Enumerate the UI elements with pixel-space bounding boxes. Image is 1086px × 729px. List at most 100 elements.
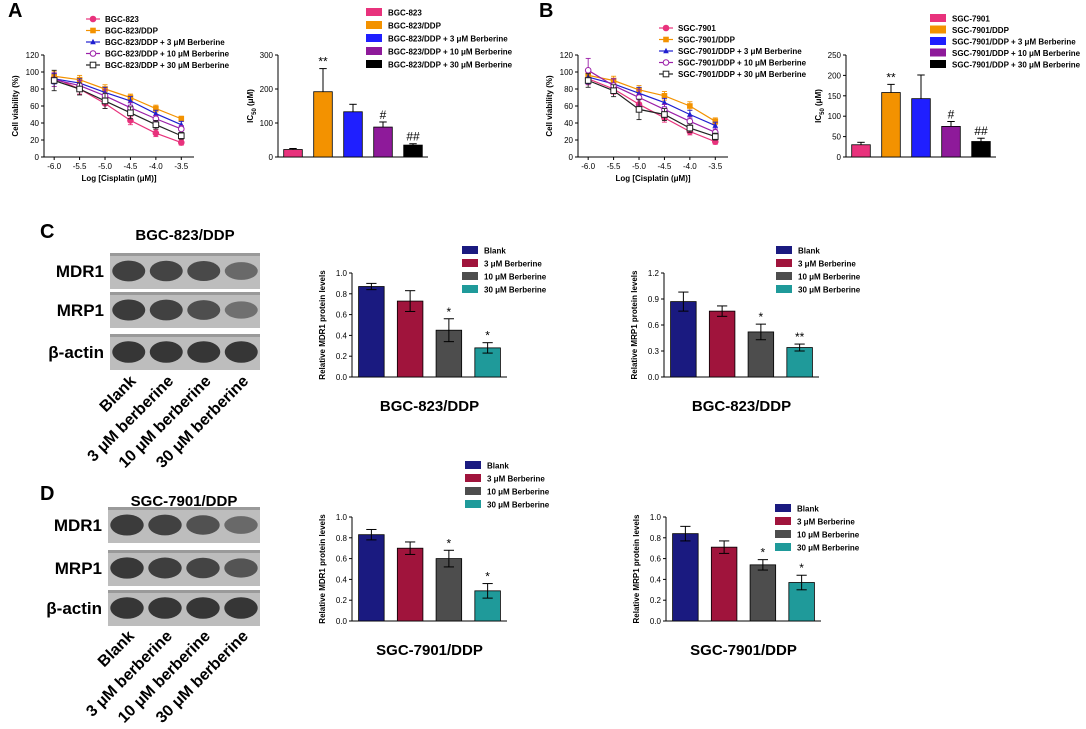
bar <box>708 310 736 378</box>
legend-swatch <box>775 504 791 512</box>
legend-label: SGC-7901 <box>952 15 990 24</box>
y-axis-label-sub: 50 <box>252 108 258 115</box>
series <box>50 69 185 140</box>
legend-label: SGC-7901/DDP + 30 μM Berberine <box>678 70 807 79</box>
legend-label: SGC-7901 <box>678 24 716 33</box>
y-tick-label: 0.4 <box>336 575 348 584</box>
legend-label: 10 μM Berberine <box>487 488 550 497</box>
data-point <box>90 27 96 34</box>
y-tick-label: 0.9 <box>648 295 660 304</box>
x-axis-label: Log [Cisplatin (μM)] <box>615 174 690 183</box>
x-tick-label: -4.0 <box>149 162 163 171</box>
data-point <box>127 97 134 104</box>
legend-swatch <box>776 272 792 280</box>
data-point <box>152 129 160 137</box>
y-tick-label: 0.6 <box>336 311 348 320</box>
legend-label: BGC-823/DDP <box>105 27 159 36</box>
bar <box>710 546 738 622</box>
bar <box>881 92 901 158</box>
legend-swatch <box>776 285 792 293</box>
y-tick-label: 80 <box>564 85 573 94</box>
blot-title: SGC-7901/DDP <box>131 493 238 510</box>
x-tick-label: -5.0 <box>98 162 112 171</box>
y-axis-label: IC50 (μM) <box>814 89 826 123</box>
legend-label: BGC-823/DDP + 10 μM Berberine <box>388 48 513 57</box>
panel-a-line-chart: 0 20 40 60 80 100 120 -6.0 -5.5 -5.0 -4.5 -4.0 -3.5 L… <box>11 51 194 183</box>
blot-band <box>186 597 220 619</box>
legend-label: SGC-7901/DDP <box>678 36 736 45</box>
legend-label: BGC-823/DDP + 10 μM Berberine <box>105 50 230 59</box>
x-axis-label: Log [Cisplatin (μM)] <box>81 174 156 183</box>
y-tick-label: 200 <box>260 85 274 94</box>
blot-band <box>224 341 258 363</box>
blot-band <box>187 341 221 363</box>
y-tick-label: 0.6 <box>650 555 662 564</box>
y-tick-label: 60 <box>564 102 573 111</box>
y-tick-label: 0.2 <box>336 352 348 361</box>
blot-strip-edge <box>110 253 260 256</box>
y-axis-label: IC50 (μM) <box>246 89 258 123</box>
legend-label: SGC-7901/DDP + 3 μM Berberine <box>678 47 802 56</box>
legend-swatch <box>366 8 382 16</box>
y-tick-label: 1.2 <box>648 269 660 278</box>
blot-row-label: β-actin <box>48 343 104 362</box>
legend-swatch <box>776 259 792 267</box>
significance-label: ** <box>795 330 805 344</box>
y-tick-label: 250 <box>828 51 842 60</box>
bar <box>670 301 697 378</box>
data-point <box>153 110 159 116</box>
blot-band <box>224 597 258 619</box>
blot-band <box>149 299 183 321</box>
legend-swatch <box>930 25 946 34</box>
y-tick-label: 0 <box>837 153 842 162</box>
y-axis-label-unit: (μM) <box>246 89 255 108</box>
data-point <box>90 38 96 45</box>
legend-swatch <box>775 530 791 538</box>
y-tick-label: 0.6 <box>648 321 660 330</box>
legend-label: BGC-823/DDP + 3 μM Berberine <box>388 35 508 44</box>
y-tick-label: 20 <box>564 136 573 145</box>
data-point <box>177 132 185 140</box>
significance-label: # <box>380 108 387 122</box>
legend-swatch <box>930 37 946 45</box>
y-axis-label-main: IC <box>246 115 255 123</box>
y-tick-label: 80 <box>30 85 39 94</box>
y-tick-label: 0.2 <box>650 596 662 605</box>
blot-band <box>148 514 182 536</box>
blot-band <box>187 300 221 320</box>
bar <box>941 126 961 158</box>
y-tick-label: 100 <box>260 119 274 128</box>
y-tick-label: 0.4 <box>336 331 348 340</box>
blot-band <box>148 597 182 619</box>
series-line <box>588 74 716 122</box>
data-point <box>663 47 669 54</box>
y-tick-label: 100 <box>828 112 842 121</box>
x-tick-label: -3.5 <box>708 162 722 171</box>
legend-label: BGC-823 <box>388 9 422 18</box>
blot-band <box>112 260 146 282</box>
x-tick-label: -5.0 <box>632 162 646 171</box>
y-axis-label: Relative MDR1 protein levels <box>318 514 327 624</box>
data-point <box>661 111 668 118</box>
y-tick-label: 0.8 <box>650 534 662 543</box>
panel-b-line-chart: 0 20 40 60 80 100 120 -6.0 -5.5 -5.0 -4.5 -4.0 -3.5 L… <box>545 51 728 183</box>
data-point <box>662 24 670 32</box>
legend-label: BGC-823/DDP + 30 μM Berberine <box>388 61 513 70</box>
legend-label: 30 μM Berberine <box>487 501 550 510</box>
legend-label: SGC-7901/DDP + 10 μM Berberine <box>678 59 807 68</box>
data-point <box>153 105 159 112</box>
series-line <box>54 75 182 120</box>
y-tick-label: 150 <box>828 92 842 101</box>
blot-band <box>186 515 220 535</box>
chart-caption: BGC-823/DDP <box>380 398 479 415</box>
legend-label: 30 μM Berberine <box>484 286 547 295</box>
panel-a-line-legend: BGC-823 BGC-823/DDP BGC-823/DDP + 3 μM Ber… <box>86 15 230 70</box>
x-tick-label: -4.5 <box>124 162 138 171</box>
legend-swatch <box>366 21 382 29</box>
legend-swatch <box>930 48 946 57</box>
y-tick-label: 0.4 <box>650 575 662 584</box>
significance-label: * <box>485 570 490 584</box>
